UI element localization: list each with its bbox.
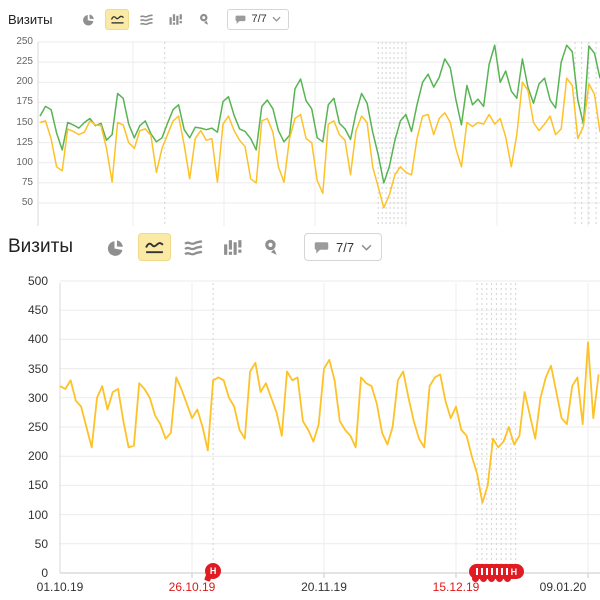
stacked-area-icon	[184, 239, 203, 255]
speech-bubble-icon	[314, 241, 329, 253]
stacked-area-icon-button[interactable]	[134, 9, 158, 30]
stacked-area-icon	[139, 13, 153, 25]
annotation-tick	[505, 568, 508, 575]
pie-chart-icon-button[interactable]	[76, 9, 100, 30]
geo-pin-icon-button[interactable]	[255, 233, 288, 261]
series-visits[interactable]	[59, 341, 600, 504]
chevron-down-icon	[272, 16, 281, 22]
pie-chart-icon-button[interactable]	[99, 233, 132, 261]
visits-chart-large[interactable]	[0, 270, 600, 600]
widget-title: Визиты	[8, 236, 73, 257]
annotations-dropdown[interactable]: 7/7	[227, 8, 289, 30]
visits-widget-small-toolbar: Визиты	[0, 6, 289, 32]
bar-chart-icon-button[interactable]	[163, 9, 187, 30]
line-chart-icon-button[interactable]	[137, 233, 171, 261]
annotation-label: Н	[510, 566, 518, 577]
bar-chart-icon	[224, 239, 242, 255]
annotation-tick	[495, 568, 498, 575]
chevron-down-icon	[361, 244, 372, 251]
geo-pin-icon	[199, 13, 209, 25]
annotation-marker-cluster[interactable]: Н	[469, 564, 524, 579]
annotations-dropdown[interactable]: 7/7	[303, 233, 383, 261]
widget-title: Визиты	[8, 11, 53, 27]
bar-chart-icon-button[interactable]	[216, 233, 249, 261]
annotations-count: 7/7	[335, 239, 355, 255]
geo-pin-icon-button[interactable]	[192, 9, 216, 30]
visits-widget-large-toolbar: Визиты	[0, 230, 383, 264]
visits-chart-small[interactable]	[0, 0, 600, 226]
line-chart-icon	[110, 15, 124, 24]
series-visits-yellow[interactable]	[39, 77, 600, 209]
annotation-tick	[475, 568, 478, 575]
annotations-count: 7/7	[251, 13, 267, 25]
annotation-tick	[490, 568, 493, 575]
line-chart-icon-button[interactable]	[105, 8, 130, 30]
annotation-tick	[485, 568, 488, 575]
annotation-marker[interactable]: Н	[205, 563, 222, 579]
annotation-tick	[500, 568, 503, 575]
series-visits-green[interactable]	[39, 44, 600, 184]
pie-chart-icon	[107, 239, 123, 256]
pie-chart-icon	[83, 13, 94, 25]
annotation-tick	[480, 568, 483, 575]
speech-bubble-icon	[236, 15, 246, 24]
bar-chart-icon	[169, 13, 182, 25]
geo-pin-icon	[265, 239, 277, 255]
line-chart-icon	[145, 241, 164, 253]
stacked-area-icon-button[interactable]	[177, 233, 210, 261]
